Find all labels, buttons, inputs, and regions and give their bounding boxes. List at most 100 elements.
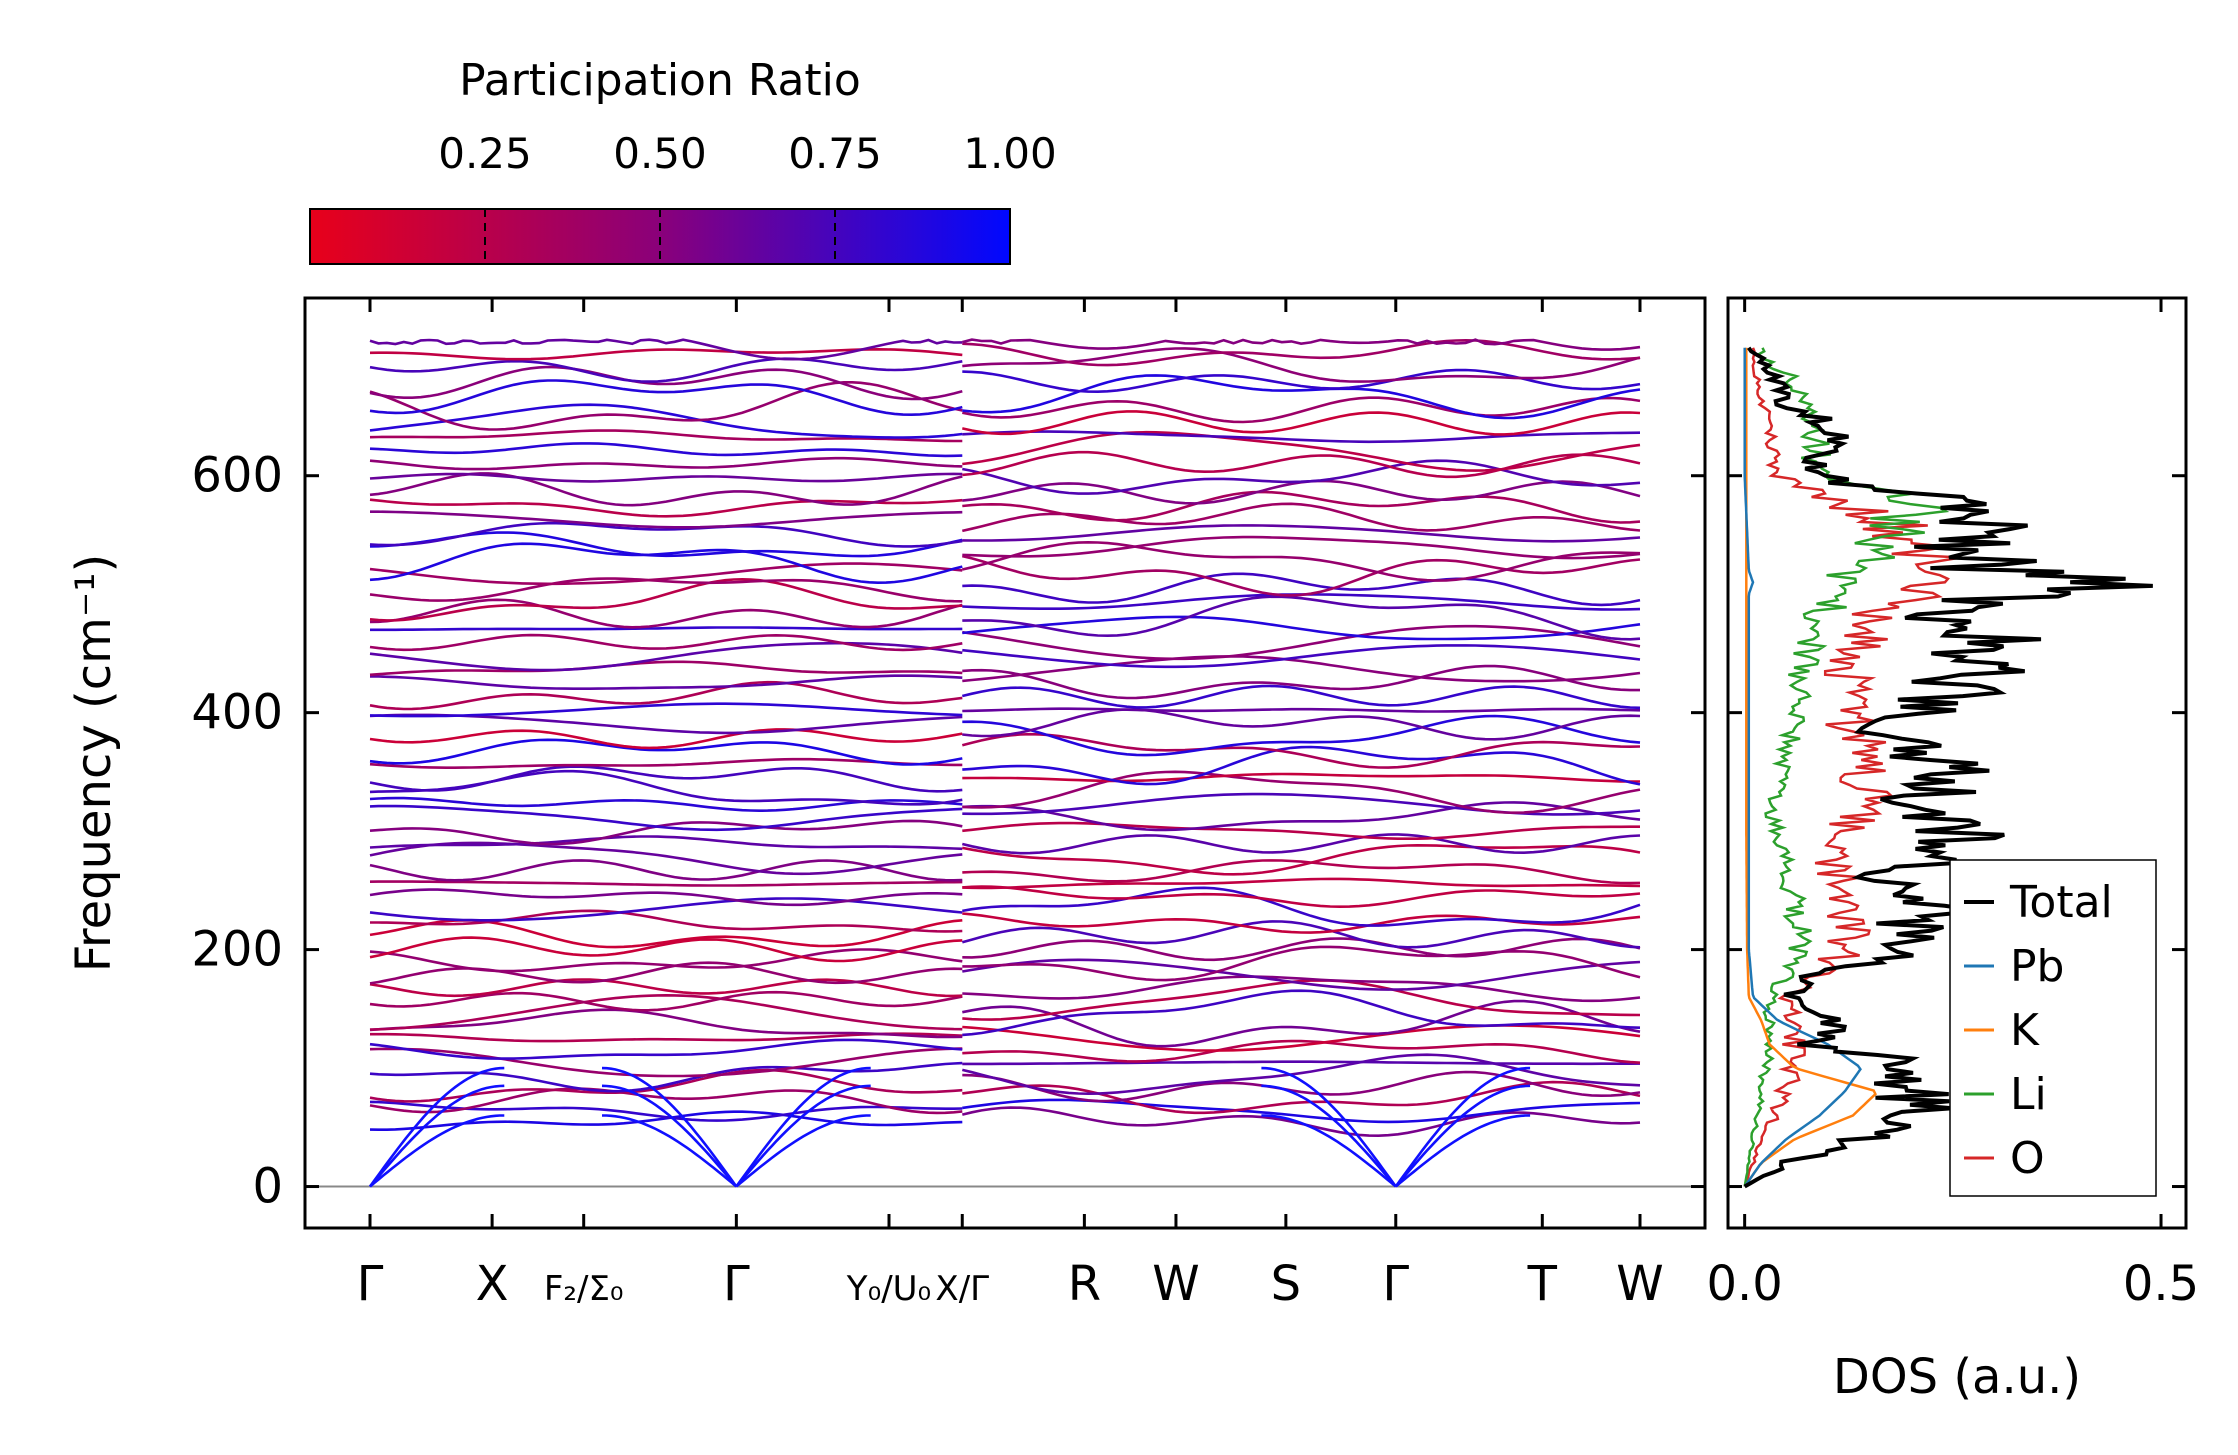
band-line (962, 770, 1641, 815)
dos-line-pb (1743, 347, 1862, 1188)
band-line (369, 1087, 963, 1115)
band-line (962, 490, 1641, 524)
band-line (962, 593, 1641, 611)
band-line (962, 430, 1641, 472)
band-line (962, 979, 1641, 1021)
band-axes-frame (303, 296, 1707, 1230)
band-line (962, 1024, 1641, 1052)
band-line (369, 521, 963, 548)
band-line (369, 456, 963, 471)
x-tick-label: X/Γ (935, 1269, 989, 1309)
colorbar-tick-label: 1.00 (963, 129, 1057, 178)
band-line (962, 1070, 1641, 1103)
legend-label: Total (2009, 877, 2113, 928)
x-tick-label: Γ (357, 1256, 384, 1312)
band-line (369, 365, 963, 401)
band-line (962, 707, 1641, 713)
colorbar-tick-label: 0.25 (438, 129, 532, 178)
band-line (369, 338, 963, 361)
band-line (962, 624, 1641, 661)
dos-ticks: 0.0 0.5 (1706, 298, 2199, 1312)
band-line (369, 357, 963, 383)
band-line (962, 396, 1641, 424)
band-line (369, 819, 963, 846)
acoustic-branch (1394, 1084, 1531, 1188)
band-line (962, 459, 1641, 495)
band-line (369, 381, 963, 431)
acoustic-branch (601, 1066, 738, 1188)
band-line (369, 577, 963, 622)
band-line (369, 674, 963, 690)
band-line (962, 877, 1641, 890)
band-line (962, 714, 1641, 757)
band-line (962, 572, 1641, 607)
band-line (962, 410, 1641, 436)
band-line (962, 502, 1641, 533)
band-line (962, 1060, 1641, 1066)
band-line (369, 641, 963, 672)
band-line (962, 655, 1641, 683)
band-line (369, 702, 963, 718)
colorbar: Participation Ratio 0.25 0.50 0.75 1.00 (309, 55, 1057, 265)
x-tick-label: X (476, 1256, 509, 1312)
band-lines (305, 338, 1705, 1188)
acoustic-branch (1261, 1114, 1397, 1188)
band-line (369, 598, 963, 629)
x-tick-label: F₂/Σ₀ (544, 1269, 624, 1309)
band-line (369, 936, 963, 963)
band-line (369, 429, 963, 443)
colorbar-tick-label: 0.75 (788, 129, 882, 178)
band-line (370, 909, 963, 933)
band-line (962, 540, 1641, 582)
band-line (962, 999, 1641, 1048)
band-line (369, 660, 963, 677)
band-line (962, 524, 1641, 543)
colorbar-tick-label: 0.50 (613, 129, 707, 178)
band-line (961, 833, 1641, 855)
band-line (369, 757, 963, 769)
band-line (369, 1038, 963, 1060)
acoustic-branch (1261, 1066, 1397, 1188)
band-line (369, 379, 963, 417)
band-line (369, 562, 963, 586)
band-line (961, 338, 1641, 351)
band-line (369, 680, 963, 711)
band-line (369, 472, 963, 483)
band-line (962, 535, 1641, 560)
acoustic-branch (1394, 1066, 1531, 1188)
band-line (962, 772, 1640, 783)
band-line (369, 990, 963, 1012)
band-line (962, 989, 1641, 1037)
band-line (369, 880, 963, 887)
band-line (961, 684, 1641, 710)
legend-label: K (2010, 1005, 2040, 1056)
dos-x-tick-label: 0.0 (1706, 1256, 1782, 1312)
x-tick-label: W (1616, 1256, 1663, 1312)
band-line (369, 347, 963, 361)
band-line (962, 708, 1641, 741)
colorbar-ticks: 0.25 0.50 0.75 1.00 (438, 129, 1057, 264)
colorbar-title: Participation Ratio (459, 55, 861, 106)
acoustic-branch (369, 1084, 505, 1188)
x-tick-label: W (1152, 1256, 1199, 1312)
band-line (369, 978, 963, 998)
legend-label: Pb (2010, 941, 2064, 992)
band-line (370, 626, 963, 632)
band-line (369, 577, 963, 603)
x-tick-label: Y₀/U₀ (846, 1269, 931, 1309)
band-line (962, 975, 1641, 1003)
band-line (962, 450, 1641, 479)
x-tick-label: T (1527, 1256, 1558, 1312)
acoustic-branch (735, 1084, 871, 1188)
band-line (369, 728, 963, 750)
y-tick-label: 0 (252, 1159, 283, 1215)
acoustic-branch (1394, 1114, 1531, 1188)
band-line (962, 368, 1641, 394)
band-line (369, 897, 963, 922)
band-line (369, 498, 963, 518)
y-tick-label: 200 (191, 922, 283, 978)
band-line (962, 745, 1641, 786)
